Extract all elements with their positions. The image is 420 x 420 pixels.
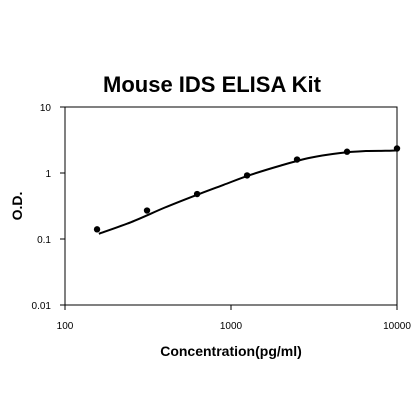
x-axis-ticks: 100 1000 10000 <box>57 305 411 332</box>
plot-frame <box>64 106 398 306</box>
y-tick-label: 0.1 <box>37 235 51 246</box>
y-tick-label: 1 <box>45 169 51 180</box>
x-axis-label: Concentration(pg/ml) <box>160 343 302 359</box>
y-tick-label: 10 <box>40 103 52 114</box>
data-point <box>193 190 201 198</box>
data-points <box>93 145 401 233</box>
y-tick-label: 0.01 <box>32 301 52 312</box>
x-tick-label: 10000 <box>383 321 411 332</box>
data-point <box>293 156 301 163</box>
chart-title: Mouse IDS ELISA Kit <box>103 72 322 97</box>
x-tick-label: 100 <box>57 321 74 332</box>
data-point <box>143 207 151 214</box>
y-axis-ticks: 0.01 0.1 1 10 <box>32 103 65 312</box>
y-axis-label: O.D. <box>9 192 25 221</box>
fit-curve <box>98 149 398 235</box>
data-point <box>243 172 251 179</box>
data-point <box>393 145 401 152</box>
x-tick-label: 1000 <box>220 321 243 332</box>
data-point <box>93 226 101 233</box>
data-point <box>343 148 351 155</box>
